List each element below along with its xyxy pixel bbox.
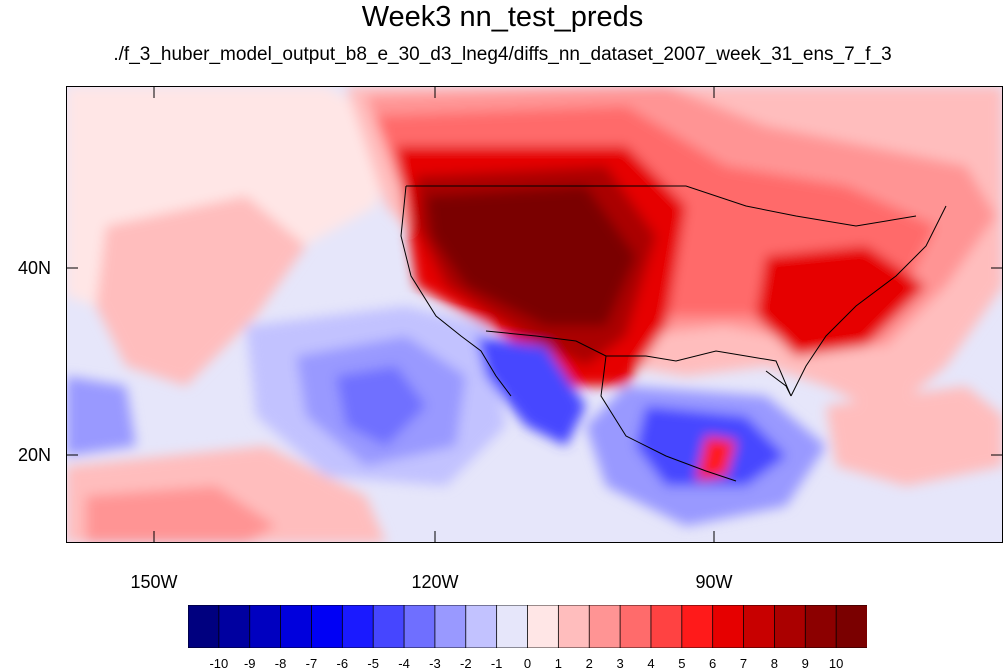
colorbar-tick-label: -3 [429,656,441,671]
colorbar-swatch [619,605,652,648]
contour-west-negative [66,376,136,456]
colorbar-tick-label: 6 [709,656,717,671]
contour-west-us-max [426,186,636,326]
colorbar-tick-label: 8 [770,656,779,671]
colorbar-swatch [835,605,867,648]
colorbar-swatch [650,605,683,648]
lon-label-120w: 120W [411,572,459,592]
coastline-west [400,185,512,397]
colorbar-tick-label: 5 [678,656,686,671]
chart-subtitle: ./f_3_huber_model_output_b8_e_30_d3_lneg… [113,44,892,65]
lon-label-90w: 90W [695,572,733,592]
border-us-mexico [485,330,607,357]
colorbar-swatch [527,605,560,648]
lon-label-150w: 150W [130,572,178,592]
colorbar-tick-label: 2 [585,656,593,671]
contour-mexico-coast-blue [476,336,586,446]
colorbar-swatch [403,605,436,648]
colorbar-tick-label: -8 [274,656,287,671]
colorbar-swatch [496,605,529,648]
colorbar-tick-label: -10 [209,656,229,671]
colorbar-tick-label: -1 [490,656,503,671]
colorbar-swatch [218,605,251,648]
chart-title: Week3 nn_test_preds [361,1,644,33]
contour-pacific-pink [96,196,306,386]
colorbar-tick-label: 4 [647,656,655,671]
colorbar-swatch [188,605,220,648]
coastline-mexico [600,355,737,482]
colorbar-swatch [249,605,282,648]
contour-central-america-red [696,436,736,481]
colorbar-tick-label: -2 [459,656,472,671]
colorbar-swatch [588,605,621,648]
colorbar-tick-label: 10 [828,656,844,671]
lat-label-40n: 40N [18,258,52,278]
lat-label-20n: 20N [18,445,52,465]
border-us-canada [406,185,917,227]
colorbar-swatch [341,605,375,648]
colorbar-swatch [372,605,405,648]
colorbar-swatch [311,605,344,648]
colorbar-tick-label: -7 [305,656,318,671]
colorbar-swatch [465,605,498,648]
colorbar-swatch [743,605,776,648]
map-plot [66,86,1003,543]
colorbar-swatch [434,605,467,648]
coastlines [400,185,947,482]
colorbar-tick-label: -4 [398,656,410,671]
colorbar-swatch [557,605,591,648]
colorbar-swatch [774,605,807,648]
map-ticks [66,86,1003,543]
map-border [66,86,1003,543]
contour-east-us-red [756,246,926,356]
colorbar-tick-label: 1 [554,656,562,671]
colorbar-tick-label: -9 [243,656,256,671]
colorbar-swatch [681,605,714,648]
colorbar-tick-label: -6 [336,656,349,671]
colorbar-swatch [804,605,838,648]
colorbar-swatch [280,605,313,648]
colorbar-tick-label: 0 [523,656,532,671]
coastline-gulf [606,350,792,397]
colorbar [188,605,867,648]
contour-pacific-south-red [86,486,276,543]
coastline-east [790,205,947,397]
colorbar-tick-label: 9 [801,656,809,671]
colorbar-tick-label: -5 [367,656,379,671]
colorbar-swatch [712,605,745,648]
contour-caribbean-positive [826,386,1003,486]
colorbar-tick-label: 3 [616,656,624,671]
colorbar-tick-label: 7 [739,656,748,671]
contour-east-pacific-deep [336,366,426,446]
